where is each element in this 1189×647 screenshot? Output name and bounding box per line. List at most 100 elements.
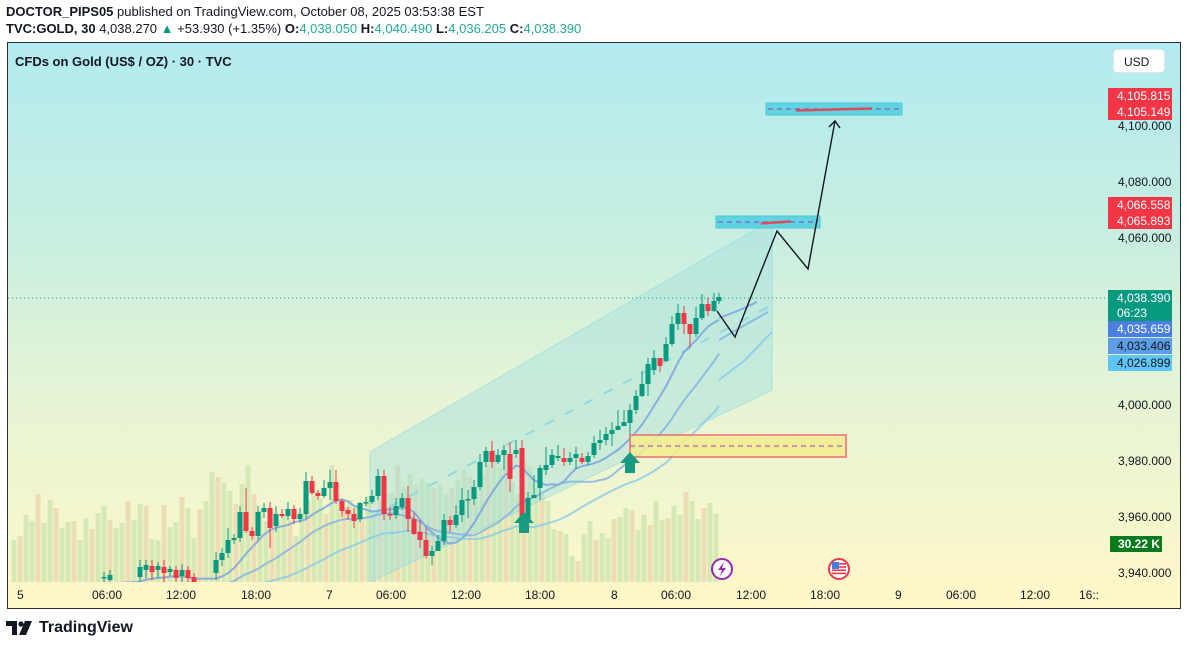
volume-bar	[713, 514, 719, 582]
volume-bar	[263, 521, 269, 582]
publisher-name[interactable]: DOCTOR_PIPS05	[6, 4, 114, 19]
volume-bar	[347, 500, 353, 582]
price-tick-label: 4,080.000	[1118, 175, 1172, 189]
candle-bullish	[393, 506, 399, 515]
volume-bar	[53, 508, 59, 582]
price-badge: 4,105.815	[1108, 88, 1172, 104]
volume-bar	[287, 520, 293, 582]
time-tick-label: 12:00	[451, 588, 482, 602]
volume-bar	[371, 515, 377, 582]
volume-bar	[473, 490, 479, 582]
volume-bar	[71, 521, 77, 582]
price-badge: 4,065.893	[1108, 213, 1172, 229]
volume-bar	[311, 496, 317, 582]
volume-bar	[605, 538, 611, 582]
volume-bar	[95, 513, 101, 582]
high-label: H:	[360, 21, 375, 36]
volume-bar	[59, 528, 65, 582]
flag-stripe	[832, 572, 846, 575]
candle-bullish	[549, 455, 555, 465]
volume-bar	[665, 518, 671, 582]
candle-bullish	[675, 313, 681, 324]
volume-bar	[545, 501, 551, 582]
candle-bullish	[567, 458, 573, 462]
price-tick-label: 3,980.000	[1118, 454, 1172, 468]
volume-bar	[581, 534, 587, 582]
candle-bullish	[573, 454, 579, 458]
candle-bullish	[297, 514, 303, 519]
candle-bearish	[249, 531, 255, 536]
ma-slow-extension	[718, 331, 773, 381]
volume-bar	[137, 504, 143, 582]
volume-bar	[533, 488, 539, 582]
open-value: 4,038.050	[299, 21, 358, 36]
volume-bar	[539, 494, 545, 582]
volume-bar	[611, 519, 617, 582]
volume-bar	[335, 497, 341, 582]
volume-bar	[497, 467, 503, 582]
time-tick-label: 12:00	[166, 588, 197, 602]
candle-bullish	[597, 440, 603, 443]
candle-bullish	[429, 551, 435, 556]
candle-bearish	[489, 451, 495, 462]
candle-bearish	[243, 512, 249, 531]
currency-button[interactable]: USD	[1113, 49, 1165, 73]
volume-bar	[593, 540, 599, 582]
volume-bar	[131, 520, 137, 582]
price-tick-label: 4,000.000	[1118, 398, 1172, 412]
candle-bearish	[291, 509, 297, 519]
candle-bearish	[705, 304, 711, 311]
volume-bar	[293, 536, 299, 582]
candle-bullish	[101, 577, 107, 579]
volume-bar	[707, 503, 713, 582]
volume-bar	[425, 483, 431, 582]
volume-bar	[377, 500, 383, 582]
candle-bullish	[225, 540, 231, 553]
candle-bullish	[441, 520, 447, 541]
plot-area	[8, 102, 1108, 582]
volume-bar	[629, 510, 635, 582]
volume-bar	[359, 517, 365, 582]
candle-bullish	[633, 396, 639, 410]
volume-bar	[257, 510, 263, 582]
candle-bullish	[155, 566, 161, 570]
volume-bar	[563, 534, 569, 582]
chart-frame[interactable]	[7, 42, 1181, 609]
ma-fast-extension	[718, 301, 758, 319]
candle-bullish	[483, 451, 489, 462]
candle-bearish	[561, 458, 567, 462]
time-tick-label: 06:00	[92, 588, 123, 602]
candle-bullish	[711, 301, 717, 311]
volume-bar	[689, 501, 695, 582]
volume-bar	[455, 480, 461, 582]
price-tick-label: 3,960.000	[1118, 510, 1172, 524]
candle-bullish	[501, 450, 507, 455]
buy-arrow-icon	[514, 512, 534, 533]
volume-bar	[557, 531, 563, 582]
volume-bar	[101, 506, 107, 582]
candle-bullish	[465, 499, 471, 501]
price-change: +53.930 (+1.35%)	[177, 21, 282, 36]
candle-bearish	[417, 532, 423, 540]
tradingview-logo[interactable]: TradingView	[6, 619, 133, 637]
candle-bullish	[255, 512, 261, 536]
volume-bar	[29, 521, 35, 582]
volume-bar	[671, 506, 677, 582]
volume-bar	[341, 508, 347, 582]
volume-bar	[161, 505, 167, 582]
candle-bullish	[543, 465, 549, 470]
flag-canton	[832, 562, 839, 569]
time-tick-label: 8	[611, 588, 618, 602]
volume-bar	[647, 525, 653, 582]
target-price-line	[795, 107, 873, 112]
volume-bar	[449, 488, 455, 582]
flag-stripe	[832, 569, 846, 571]
volume-bar	[275, 520, 281, 582]
candle-bearish	[161, 567, 167, 573]
candle-bullish	[495, 455, 501, 462]
candle-bullish	[369, 496, 375, 502]
candle-bullish	[477, 462, 483, 487]
open-label: O:	[284, 21, 300, 36]
candle-bullish	[555, 456, 561, 458]
